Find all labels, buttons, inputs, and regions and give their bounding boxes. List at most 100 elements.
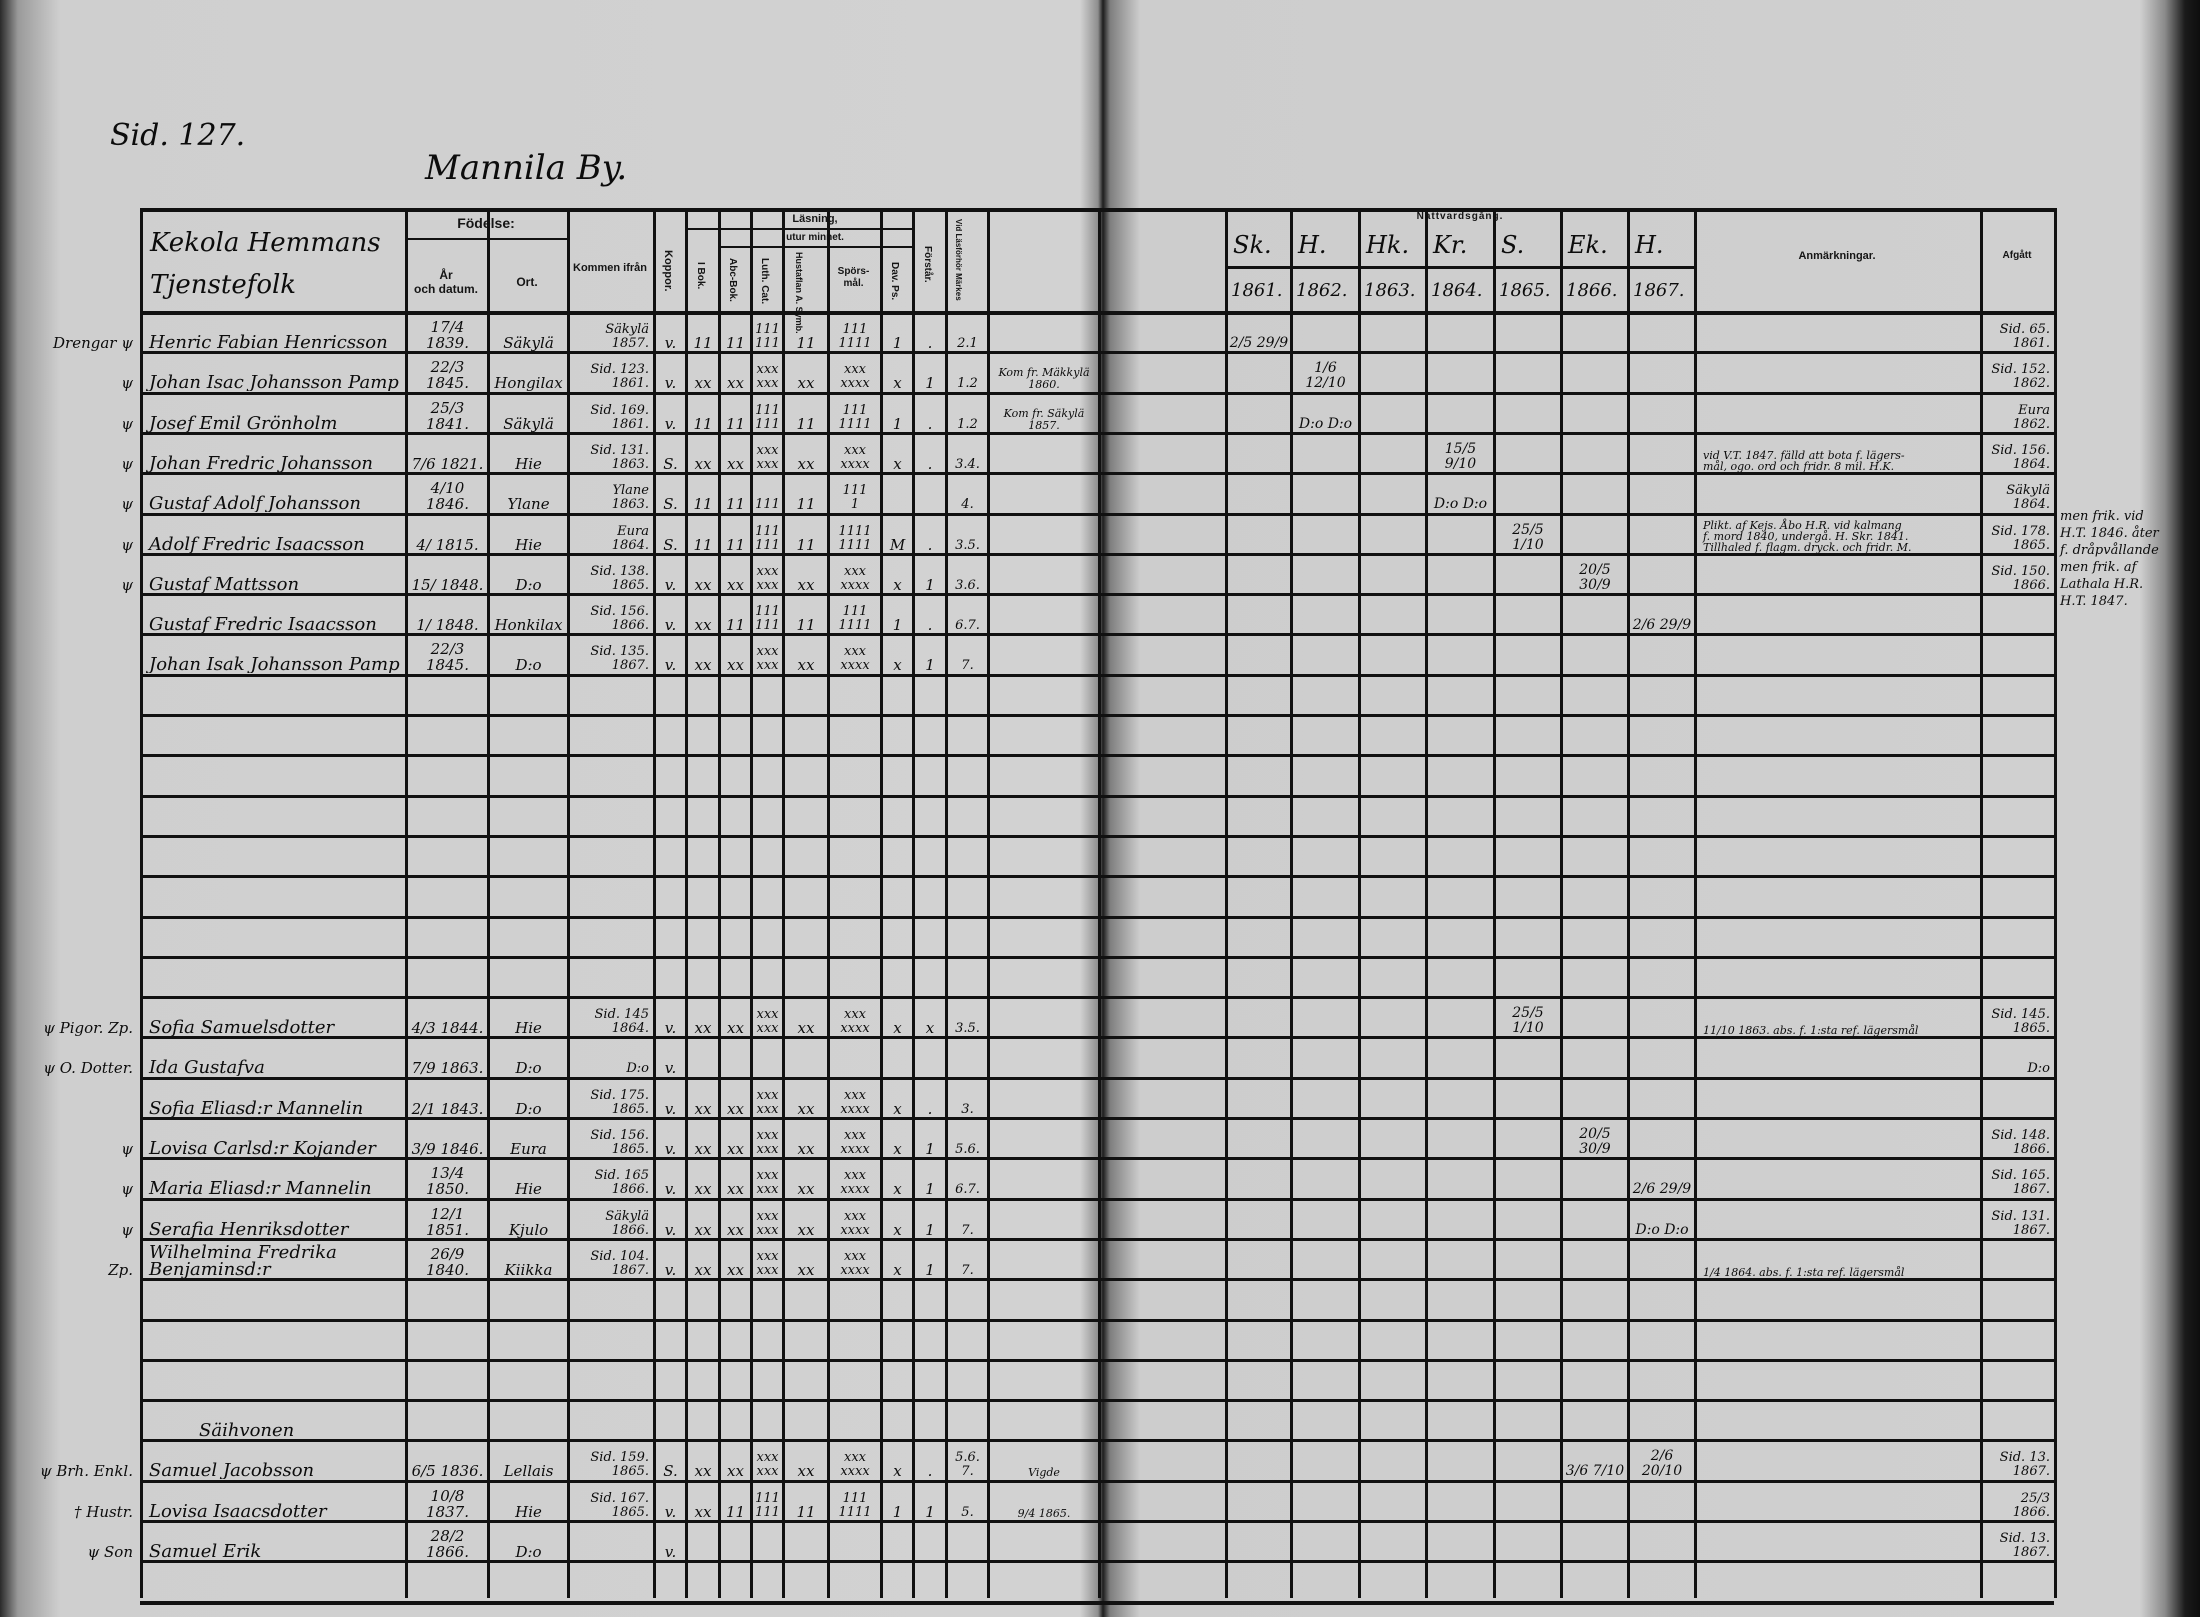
- communion-cell: [1228, 475, 1290, 512]
- communion-cell: [1630, 354, 1694, 391]
- examination-header: Vid Läsförhör Märkes: [954, 219, 963, 301]
- communion-cell: [1630, 1080, 1694, 1117]
- spors-cell: xxx xxxx: [840, 1007, 870, 1036]
- communion-cell: [1228, 1120, 1290, 1157]
- place-cell: Hie: [515, 1180, 542, 1197]
- priest-initials: S.: [1501, 231, 1525, 259]
- departed-cell: Sid. 13. 1867.: [1999, 1531, 2050, 1560]
- hust-cell: 11: [796, 334, 816, 351]
- place-cell: D:o: [515, 1543, 542, 1560]
- row-prefix: ψ Pigor. Zp.: [43, 1019, 133, 1036]
- column-rule: [567, 208, 570, 1598]
- communion-cell: 20/5 30/9: [1579, 1126, 1611, 1157]
- communion-cell: [1428, 1120, 1493, 1157]
- place-cell: Hongilax: [494, 374, 563, 391]
- koppor-cell: v.: [664, 415, 677, 432]
- koppor-cell: S.: [663, 455, 678, 472]
- understands-header: Förstår.: [922, 246, 933, 283]
- from-cell: Sid. 175. 1865.: [590, 1088, 649, 1117]
- luth-cell: 111 111: [755, 1491, 780, 1520]
- from-cell: Sid. 131. 1863.: [590, 443, 649, 472]
- lasf-cell: 5.6. 7.: [955, 1450, 980, 1479]
- born-cell: 10/8 1837.: [426, 1487, 469, 1520]
- name-cell: Gustaf Fredric Isaacsson: [149, 614, 377, 634]
- psalms-header: Dav. Ps.: [889, 262, 900, 301]
- forst-cell: [915, 1039, 945, 1076]
- koppor-cell: v.: [664, 1261, 677, 1278]
- name-column-header: Kekola Hemmans Tjenstefolk: [150, 228, 381, 300]
- communion-cell: [1563, 1201, 1627, 1238]
- spors-cell: 1111 1111: [838, 524, 872, 553]
- forst-cell: .: [927, 1100, 933, 1117]
- communion-cell: [1361, 314, 1425, 351]
- remarks-cell: 11/10 1863. abs. f. 1:sta ref. lägersmål: [1703, 1024, 1919, 1036]
- communion-cell: [1630, 314, 1694, 351]
- hust-cell: [785, 1523, 827, 1560]
- koppor-cell: S.: [663, 495, 678, 512]
- communion-cell: [1563, 596, 1627, 633]
- born-cell: 28/2 1866.: [426, 1527, 469, 1560]
- abc-cell: 11: [725, 1503, 746, 1520]
- communion-cell: 3/6 7/10: [1565, 1463, 1625, 1479]
- communion-cell: 25/5 1/10: [1512, 522, 1544, 553]
- lasf-cell: 7.: [961, 1223, 974, 1238]
- ibok-cell: xx: [694, 616, 712, 633]
- row-rule: [140, 593, 2054, 596]
- spors-cell: 111 1111: [838, 1491, 872, 1520]
- column-rule: [487, 208, 490, 1598]
- communion-cell: [1293, 1241, 1358, 1278]
- hust-cell: 11: [796, 495, 816, 512]
- koppor-cell: v.: [664, 616, 677, 633]
- spors-cell: 111 1111: [838, 604, 872, 633]
- priest-initials: Ek.: [1568, 231, 1608, 259]
- name-cell: Lovisa Carlsd:r Kojander: [149, 1138, 376, 1158]
- row-prefix: ψ: [121, 415, 133, 432]
- departed-cell: Sid. 13. 1867.: [1999, 1450, 2050, 1479]
- dav-cell: [883, 475, 912, 512]
- remarks-header: Anmärkningar.: [1798, 250, 1876, 262]
- name-cell: Johan Isak Johansson Pamp: [149, 654, 400, 674]
- row-prefix: ψ: [121, 455, 133, 472]
- abc-cell: 11: [725, 495, 746, 512]
- ibok-cell: 11: [693, 415, 713, 432]
- forst-cell: 1: [925, 656, 935, 673]
- lasf-cell: 3.4.: [955, 457, 980, 472]
- departed-header: Afgått: [2002, 250, 2032, 261]
- departed-cell: Sid. 145. 1865.: [1991, 1007, 2050, 1036]
- ibok-cell: 11: [693, 536, 713, 553]
- communion-cell: [1228, 999, 1290, 1036]
- name-cell: Sofia Eliasd:r Mannelin: [149, 1098, 364, 1118]
- lasf-cell: 5.6.: [955, 1142, 980, 1157]
- communion-cell: [1630, 1241, 1694, 1278]
- hust-cell: xx: [797, 656, 815, 673]
- communion-cell: [1228, 1523, 1290, 1560]
- from-cell: Säkylä 1857.: [605, 322, 649, 351]
- name-cell: Sofia Samuelsdotter: [149, 1017, 335, 1037]
- communion-cell: [1228, 1039, 1290, 1076]
- name-cell: Gustaf Adolf Johansson: [149, 493, 361, 513]
- dav-cell: x: [893, 1221, 902, 1238]
- place-cell: Säkylä: [503, 334, 554, 351]
- born-cell: 4/3 1844.: [411, 1019, 484, 1036]
- abc-cell: xx: [727, 656, 744, 673]
- row-rule: [140, 1439, 2054, 1442]
- departed-cell: D:o: [2027, 1061, 2050, 1076]
- hust-cell: xx: [797, 1100, 815, 1117]
- in-book-header: I Bok.: [695, 262, 706, 290]
- column-rule: [827, 208, 830, 1598]
- lasf-cell: [948, 1039, 987, 1076]
- ibok-cell: [688, 1523, 718, 1560]
- place-cell: Ylane: [507, 495, 550, 512]
- birth-header: Födelse:: [457, 215, 515, 231]
- communion-cell: [1563, 354, 1627, 391]
- lasf-cell: 3.: [961, 1102, 974, 1117]
- communion-cell: [1293, 596, 1358, 633]
- from-cell: Sid. 156. 1866.: [590, 604, 649, 633]
- communion-cell: [1496, 475, 1560, 512]
- communion-cell: [1293, 999, 1358, 1036]
- communion-cell: [1496, 435, 1560, 472]
- koppor-cell: S.: [663, 536, 678, 553]
- note-cell: [990, 999, 1098, 1036]
- departed-cell: [1983, 1241, 2054, 1278]
- spors-cell: 111 1111: [838, 322, 872, 351]
